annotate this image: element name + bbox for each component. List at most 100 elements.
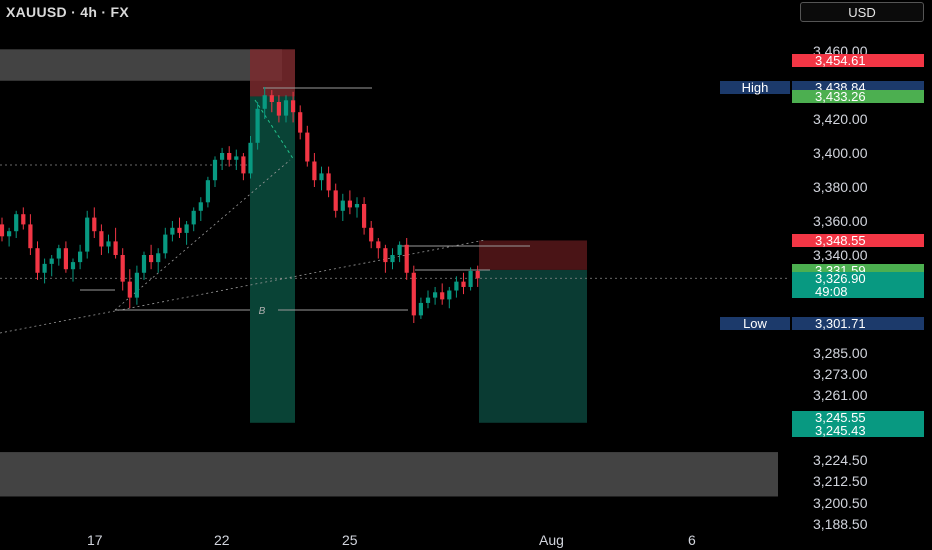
candle-body xyxy=(333,190,338,211)
candle-body xyxy=(170,227,175,235)
candle-body xyxy=(78,251,83,263)
candle-body xyxy=(468,270,473,287)
candle-body xyxy=(177,227,182,233)
candle-body xyxy=(312,161,317,181)
candle-body xyxy=(241,156,246,174)
candle-body xyxy=(262,95,267,109)
candle-body xyxy=(390,255,395,263)
candle-body xyxy=(205,180,210,203)
candle-body xyxy=(276,102,281,116)
candle-body xyxy=(461,281,466,287)
price-axis-tick: 3,224.50 xyxy=(813,452,868,469)
candle-body xyxy=(418,302,423,316)
candle-body xyxy=(106,241,111,247)
price-axis-tick: 3,212.50 xyxy=(813,473,868,490)
candle-body xyxy=(149,255,154,263)
candle-body xyxy=(191,210,196,225)
candle-body xyxy=(326,173,331,191)
candle-body xyxy=(212,159,218,181)
candle-body xyxy=(475,270,480,279)
high-label: High xyxy=(720,80,790,94)
candle-body xyxy=(7,231,12,237)
candle-body xyxy=(404,244,409,273)
time-axis-tick: 17 xyxy=(87,532,103,548)
candle-body xyxy=(433,292,438,298)
candle-body xyxy=(255,108,260,143)
price-axis-tick: 3,273.00 xyxy=(813,365,868,382)
price-label-p3245a: 3,245.55 xyxy=(792,410,924,424)
candle-body xyxy=(14,214,19,232)
candle-body xyxy=(283,100,289,116)
candle-body xyxy=(134,272,139,298)
candle-body xyxy=(234,156,239,160)
supply-zone xyxy=(0,49,282,81)
time-axis-tick: 25 xyxy=(342,532,358,548)
candle-body xyxy=(28,224,33,249)
candle-body xyxy=(99,231,104,247)
price-axis-tick: 3,380.00 xyxy=(813,179,868,195)
candle-body xyxy=(49,258,54,264)
candle-body xyxy=(411,272,416,316)
currency-button[interactable]: USD xyxy=(800,2,924,22)
candle-body xyxy=(447,290,452,300)
candle-body xyxy=(354,204,360,208)
annotation-label-b: B xyxy=(259,306,266,317)
price-label-p3348: 3,348.55 xyxy=(792,234,924,248)
candle-body xyxy=(92,217,97,232)
candle-body xyxy=(42,263,47,273)
candle-body xyxy=(220,153,225,160)
candle-body xyxy=(113,241,118,255)
candle-body xyxy=(454,281,459,291)
bar-countdown: 49:08 xyxy=(815,284,848,300)
candle-body xyxy=(120,255,125,282)
price-label-p3433: 3,433.26 xyxy=(792,90,924,104)
price-axis-tick: 3,360.00 xyxy=(813,213,868,229)
price-axis-tick: 3,188.50 xyxy=(813,516,868,532)
price-label-last: 3,326.90 49:08 xyxy=(792,272,924,300)
price-axis-tick: 3,400.00 xyxy=(813,145,868,161)
candle-body xyxy=(156,253,161,263)
candle-body xyxy=(141,255,147,273)
candle-body xyxy=(319,173,324,181)
price-axis-tick: 3,285.00 xyxy=(813,344,868,361)
price-label-p3454: 3,454.61 xyxy=(792,54,924,68)
price-label-low: 3,301.71 xyxy=(792,316,924,330)
symbol-title: XAUUSD · 4h · FX xyxy=(6,4,130,20)
candle-body xyxy=(291,100,296,113)
candle-body xyxy=(248,142,253,174)
candle-body xyxy=(298,112,303,133)
price-axis-tick: 3,340.00 xyxy=(813,247,868,263)
demand-zone xyxy=(0,452,778,497)
candle-body xyxy=(383,248,388,263)
price-axis-tick: 3,261.00 xyxy=(813,387,868,404)
price-label-p3245b: 3,245.43 xyxy=(792,423,924,437)
candle-body xyxy=(425,297,431,303)
candle-body xyxy=(63,248,68,270)
time-axis-tick: 6 xyxy=(688,532,696,548)
candle-body xyxy=(440,292,445,300)
trend-line-lower xyxy=(0,239,486,334)
time-axis-tick: Aug xyxy=(539,532,564,548)
candle-body xyxy=(369,227,374,242)
candle-body xyxy=(198,202,203,211)
candle-body xyxy=(376,241,381,249)
candle-body xyxy=(227,153,232,160)
candle-body xyxy=(163,234,168,254)
candle-body xyxy=(21,214,26,225)
candle-body xyxy=(397,244,402,255)
price-axis-tick: 3,420.00 xyxy=(813,111,868,127)
candle-body xyxy=(347,200,352,208)
candle-body xyxy=(184,224,189,233)
candle-body xyxy=(269,95,274,102)
short-position-stop-zone xyxy=(250,49,295,97)
candle-body xyxy=(35,248,40,273)
candle-body xyxy=(56,248,61,259)
trade-stop-zone xyxy=(479,240,587,270)
candle-body xyxy=(0,224,5,237)
trend-line-upper xyxy=(114,159,291,311)
candle-body xyxy=(85,217,90,252)
time-axis-tick: 22 xyxy=(214,532,230,548)
trade-target-zone xyxy=(479,269,587,423)
candle-body xyxy=(70,262,76,270)
